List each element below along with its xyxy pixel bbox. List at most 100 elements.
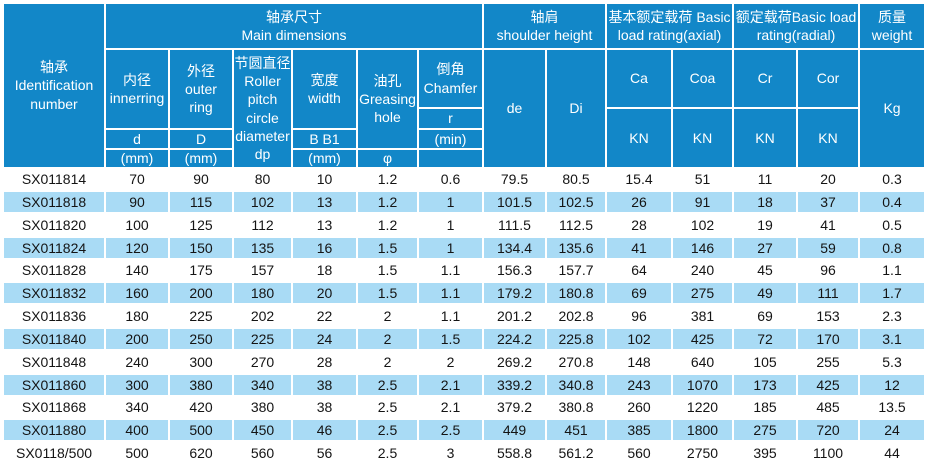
cell-shoulder-Di: 80.5 [562,171,590,187]
cell-chamfer-r-min: 2 [446,353,455,370]
cell-outer-diameter-D: 125 [189,216,213,233]
cell-shoulder-de: 269.2 [496,353,533,370]
cell-inner-diameter-d: 180 [125,308,149,325]
cell-width-B-B1: 16 [293,237,356,258]
cell-shoulder-Di: 561.2 [558,445,594,462]
cell-outer-diameter-D: 150 [170,237,232,258]
cell-width-B-B1: 38 [293,374,356,395]
cell-radial-Cr-KN: 395 [753,445,777,462]
cell-width-B-B1: 20 [293,283,356,304]
header-unit-kg: Kg [860,50,924,167]
cell-width-B-B1: 28 [316,353,333,370]
cell-radial-Cor-KN: 255 [816,353,840,370]
bearing-spec-table: 轴承 Identification number 轴承尺寸 Main dimen… [4,4,924,463]
cell-identification-number: SX011848 [21,353,87,370]
cell-shoulder-de: 134.4 [484,237,545,258]
cell-chamfer-r-min: 1.1 [440,308,461,325]
cell-identification-number: SX011828 [21,262,87,279]
cell-shoulder-de: 449 [484,420,545,441]
header-identification-number: 轴承 Identification number [4,4,104,167]
cell-axial-Coa-KN: 146 [673,237,732,258]
cell-identification-number: SX011860 [4,374,104,395]
cell-radial-Cr-KN: 275 [734,420,796,441]
cell-radial-Cor-KN: 20 [820,171,836,187]
header-group-axial-load: 基本额定载荷 Basic load rating(axial) [607,4,732,48]
cell-identification-number: SX011820 [21,216,87,233]
cell-chamfer-r-min: 1.1 [419,283,482,304]
cell-chamfer-r-min: 2.5 [419,420,482,441]
cell-axial-Ca-KN: 64 [631,262,647,279]
cell-radial-Cor-KN: 59 [798,237,858,258]
cell-outer-diameter-D: 500 [170,420,232,441]
cell-roller-pitch-diameter-dp: 270 [250,353,275,370]
header-width: 宽度 width [293,50,356,128]
cell-shoulder-de: 111.5 [498,216,531,233]
cell-width-B-B1: 13 [316,216,333,233]
cell-roller-pitch-diameter-dp: 560 [250,445,275,462]
cell-axial-Coa-KN: 2750 [686,445,719,462]
cell-weight-kg: 12 [860,374,924,395]
cell-greasing-hole-phi: 1.5 [358,283,417,304]
cell-axial-Ca-KN: 260 [627,399,651,416]
cell-shoulder-Di: 157.7 [558,262,594,279]
cell-roller-pitch-diameter-dp: 202 [250,308,275,325]
cell-roller-pitch-diameter-dp: 157 [250,262,275,279]
cell-axial-Ca-KN: 15.4 [625,171,653,187]
cell-identification-number: SX011818 [4,191,104,212]
header-group-main-dimensions: 轴承尺寸 Main dimensions [106,4,482,48]
cell-greasing-hole-phi: 2.5 [377,445,398,462]
cell-width-B-B1: 13 [293,191,356,212]
header-unit-kn-Cr: KN [734,109,796,167]
cell-shoulder-de: 224.2 [484,328,545,349]
cell-inner-diameter-d: 140 [125,262,149,279]
cell-radial-Cor-KN: 425 [798,374,858,395]
header-unit-mm-D: (mm) [170,150,232,167]
cell-chamfer-r-min: 2.1 [440,399,461,416]
cell-inner-diameter-d: 160 [106,283,168,304]
cell-shoulder-Di: 225.8 [547,328,605,349]
cell-shoulder-de: 201.2 [496,308,533,325]
cell-axial-Coa-KN: 640 [690,353,715,370]
cell-radial-Cr-KN: 69 [757,308,773,325]
header-chamfer: 倒角 Chamfer [419,50,482,107]
cell-identification-number: SX011880 [4,420,104,441]
cell-greasing-hole-phi: 2.5 [358,420,417,441]
cell-chamfer-r-min: 1 [419,191,482,212]
cell-axial-Ca-KN: 560 [627,445,651,462]
cell-radial-Cor-KN: 41 [820,216,836,233]
cell-width-B-B1: 24 [293,328,356,349]
table-header: 轴承 Identification number 轴承尺寸 Main dimen… [4,4,924,167]
cell-chamfer-r-min: 1 [419,237,482,258]
cell-radial-Cr-KN: 19 [757,216,773,233]
header-Ca: Ca [607,50,671,107]
cell-axial-Ca-KN: 69 [607,283,671,304]
cell-width-B-B1: 38 [316,399,333,416]
header-symbol-B-B1: B B1 [293,130,356,148]
cell-roller-pitch-diameter-dp: 135 [234,237,291,258]
cell-chamfer-r-min: 2.1 [419,374,482,395]
cell-inner-diameter-d: 200 [106,328,168,349]
cell-inner-diameter-d: 70 [129,171,145,187]
cell-inner-diameter-d: 90 [106,191,168,212]
cell-radial-Cor-KN: 720 [798,420,858,441]
cell-radial-Cr-KN: 105 [753,353,777,370]
cell-chamfer-r-min: 1 [446,216,455,233]
header-outer-ring: 外径 outer ring [170,50,232,128]
cell-chamfer-r-min: 1.1 [440,262,461,279]
header-Coa: Coa [673,50,732,107]
cell-weight-kg: 2.3 [882,308,902,325]
cell-chamfer-r-min: 0.6 [440,171,461,187]
cell-outer-diameter-D: 420 [189,399,213,416]
header-unit-min: (min) [419,130,482,148]
cell-identification-number: SX011836 [21,308,87,325]
cell-radial-Cr-KN: 45 [757,262,773,279]
cell-axial-Ca-KN: 243 [607,374,671,395]
header-greasing-hole: 油孔 Greasing hole [358,50,417,148]
cell-greasing-hole-phi: 1.2 [358,191,417,212]
cell-axial-Ca-KN: 96 [631,308,647,325]
cell-shoulder-de: 558.8 [496,445,533,462]
cell-radial-Cor-KN: 1100 [812,445,844,462]
cell-radial-Cr-KN: 49 [734,283,796,304]
cell-axial-Coa-KN: 425 [673,328,732,349]
cell-inner-diameter-d: 340 [125,399,149,416]
